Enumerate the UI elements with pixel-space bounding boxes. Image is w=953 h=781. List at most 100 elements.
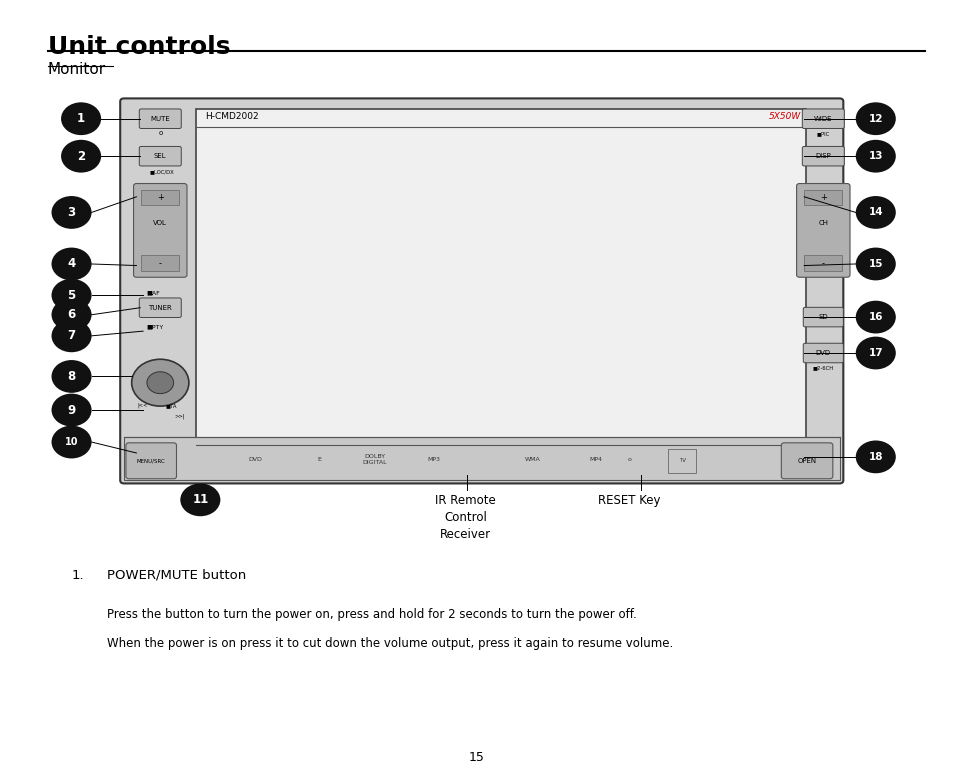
- Text: 4: 4: [68, 258, 75, 270]
- Text: 9: 9: [68, 404, 75, 416]
- Text: MP3: MP3: [427, 457, 440, 462]
- FancyBboxPatch shape: [141, 255, 179, 271]
- Text: DISP: DISP: [815, 153, 830, 159]
- FancyBboxPatch shape: [126, 443, 176, 479]
- FancyBboxPatch shape: [139, 298, 181, 317]
- Text: 13: 13: [867, 152, 882, 161]
- Text: Press the button to turn the power on, press and hold for 2 seconds to turn the : Press the button to turn the power on, p…: [107, 608, 636, 621]
- Text: ■2-6CH: ■2-6CH: [812, 366, 833, 370]
- Circle shape: [51, 248, 91, 280]
- Text: E: E: [317, 457, 321, 462]
- Text: -: -: [158, 259, 162, 268]
- Text: MUTE: MUTE: [151, 116, 170, 122]
- Text: When the power is on press it to cut down the volume output, press it again to r: When the power is on press it to cut dow…: [107, 637, 673, 651]
- Text: Monitor: Monitor: [48, 62, 106, 77]
- FancyBboxPatch shape: [195, 109, 805, 445]
- Text: H-CMD2002: H-CMD2002: [205, 112, 258, 121]
- Text: +: +: [156, 193, 164, 202]
- FancyBboxPatch shape: [139, 146, 181, 166]
- Text: CH: CH: [818, 219, 827, 226]
- Text: 14: 14: [867, 208, 882, 217]
- Circle shape: [855, 248, 895, 280]
- Circle shape: [61, 140, 101, 173]
- Text: o: o: [627, 457, 631, 462]
- Circle shape: [855, 337, 895, 369]
- Text: |<<: |<<: [137, 403, 148, 408]
- Text: DVD: DVD: [815, 350, 830, 356]
- Text: DVD: DVD: [249, 457, 262, 462]
- Circle shape: [51, 360, 91, 393]
- Circle shape: [855, 102, 895, 135]
- Text: OPEN: OPEN: [797, 458, 816, 464]
- Text: WMA: WMA: [524, 457, 539, 462]
- Text: ■PIC: ■PIC: [816, 131, 829, 136]
- Text: 15: 15: [469, 751, 484, 764]
- Circle shape: [51, 298, 91, 331]
- FancyBboxPatch shape: [141, 190, 179, 205]
- Text: 3: 3: [68, 206, 75, 219]
- Circle shape: [855, 196, 895, 229]
- Text: IR Remote
Control
Receiver: IR Remote Control Receiver: [435, 494, 496, 540]
- Text: >>|: >>|: [174, 414, 185, 419]
- Circle shape: [51, 196, 91, 229]
- Text: 16: 16: [867, 312, 882, 322]
- Text: MENU/SRC: MENU/SRC: [136, 458, 165, 463]
- FancyBboxPatch shape: [803, 190, 841, 205]
- Text: 6: 6: [68, 308, 75, 321]
- Text: TUNER: TUNER: [149, 305, 172, 311]
- Text: SD: SD: [818, 314, 827, 320]
- Text: Unit controls: Unit controls: [48, 35, 230, 59]
- Circle shape: [180, 483, 220, 516]
- Text: SEL: SEL: [153, 153, 167, 159]
- Circle shape: [147, 372, 173, 394]
- FancyBboxPatch shape: [802, 307, 842, 326]
- FancyBboxPatch shape: [781, 443, 832, 479]
- FancyBboxPatch shape: [133, 184, 187, 277]
- FancyBboxPatch shape: [667, 449, 696, 473]
- FancyBboxPatch shape: [124, 437, 839, 480]
- Circle shape: [51, 319, 91, 352]
- FancyBboxPatch shape: [803, 255, 841, 271]
- Text: WIDE: WIDE: [813, 116, 832, 122]
- FancyBboxPatch shape: [801, 146, 843, 166]
- Text: POWER/MUTE button: POWER/MUTE button: [107, 569, 246, 582]
- Text: 12: 12: [867, 114, 882, 123]
- Text: ■LOC/DX: ■LOC/DX: [150, 169, 174, 173]
- Text: 17: 17: [867, 348, 882, 358]
- Text: DOLBY
DIGITAL: DOLBY DIGITAL: [362, 454, 387, 465]
- Text: 11: 11: [192, 494, 209, 506]
- Circle shape: [855, 440, 895, 473]
- Text: +: +: [819, 193, 826, 202]
- FancyBboxPatch shape: [139, 109, 181, 129]
- Text: TV: TV: [678, 458, 685, 463]
- Text: 8: 8: [68, 370, 75, 383]
- FancyBboxPatch shape: [796, 184, 849, 277]
- Text: ■PTY: ■PTY: [146, 324, 163, 329]
- Text: 1.: 1.: [71, 569, 84, 582]
- Text: 18: 18: [867, 452, 882, 462]
- Text: 15: 15: [867, 259, 882, 269]
- Text: VOL: VOL: [153, 219, 167, 226]
- FancyBboxPatch shape: [120, 98, 842, 483]
- Text: 7: 7: [68, 330, 75, 342]
- FancyBboxPatch shape: [801, 109, 843, 129]
- Circle shape: [855, 301, 895, 333]
- Text: 10: 10: [65, 437, 78, 447]
- Text: RESET Key: RESET Key: [598, 494, 660, 507]
- Circle shape: [51, 394, 91, 426]
- Text: ■AF: ■AF: [146, 291, 159, 295]
- Text: 5: 5: [68, 289, 75, 301]
- Circle shape: [51, 426, 91, 458]
- Text: MP4: MP4: [589, 457, 602, 462]
- Text: -: -: [821, 259, 824, 268]
- FancyBboxPatch shape: [802, 343, 842, 362]
- Text: ■TA: ■TA: [166, 403, 177, 408]
- Text: 1: 1: [77, 112, 85, 125]
- Text: 2: 2: [77, 150, 85, 162]
- Circle shape: [61, 102, 101, 135]
- Circle shape: [855, 140, 895, 173]
- Text: 5X50W: 5X50W: [768, 112, 801, 121]
- Circle shape: [132, 359, 189, 406]
- Text: o: o: [158, 130, 162, 136]
- Circle shape: [51, 279, 91, 312]
